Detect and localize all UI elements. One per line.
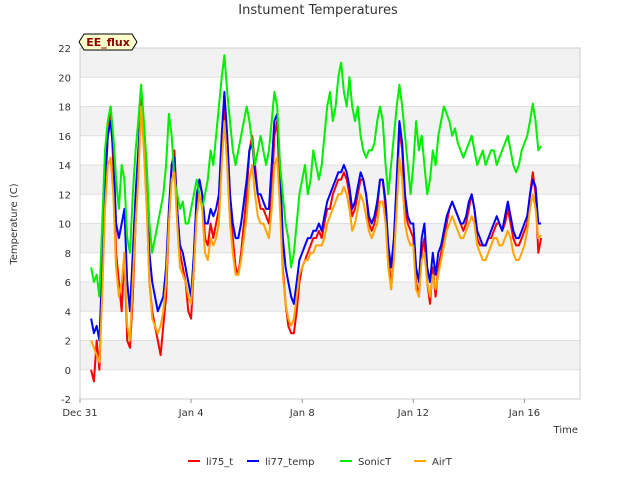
y-tick-label: 0 — [65, 366, 71, 377]
plot-band — [80, 369, 580, 399]
y-tick-label: 22 — [58, 44, 71, 55]
y-tick-label: 16 — [58, 132, 71, 143]
y-axis-label: Temperature (C) — [9, 183, 20, 265]
x-axis-label: Time — [553, 425, 578, 436]
badge-label: EE_flux — [86, 36, 130, 49]
y-tick-label: 20 — [58, 73, 71, 84]
y-tick-label: 12 — [58, 190, 71, 201]
series-line-li75-t — [90, 90, 543, 383]
y-tick-label: 10 — [58, 220, 71, 231]
y-tick-label: 2 — [65, 337, 71, 348]
x-tick-label: Jan 4 — [178, 408, 204, 419]
x-tick-label: Dec 31 — [62, 408, 97, 419]
y-tick-label: -2 — [61, 395, 71, 406]
y-tick-label: 6 — [65, 278, 71, 289]
y-tick-label: 14 — [58, 161, 71, 172]
plot-frame — [79, 47, 581, 400]
plot-band — [80, 135, 580, 165]
legend: li75_t li77_temp SonicT AirT — [188, 457, 453, 468]
chart-title: Instument Temperatures — [238, 3, 398, 18]
plot-band — [80, 106, 580, 136]
y-axis-ticks: -2 0 2 4 6 8 10 12 14 16 18 20 22 — [58, 44, 71, 406]
ee-flux-badge: EE_flux — [78, 33, 138, 51]
plot-band — [80, 340, 580, 370]
series-line-sonict — [90, 54, 542, 298]
x-tick-label: Jan 8 — [289, 408, 315, 419]
legend-label-airt: AirT — [432, 457, 453, 468]
y-tick-label: 4 — [65, 307, 71, 318]
legend-label-li75-t: li75_t — [206, 457, 233, 468]
plot-band — [80, 48, 580, 78]
y-tick-label: 18 — [58, 103, 71, 114]
plot-band — [80, 252, 580, 282]
series-line-airt — [90, 105, 542, 364]
x-axis-ticks: Dec 31 Jan 4 Jan 8 Jan 12 Jan 16 — [62, 399, 540, 419]
legend-label-sonict: SonicT — [358, 457, 392, 468]
x-tick-label: Jan 16 — [508, 408, 540, 419]
y-tick-label: 8 — [65, 249, 71, 260]
series-lines — [90, 54, 543, 383]
x-tick-label: Jan 12 — [397, 408, 429, 419]
plot-band — [80, 165, 580, 195]
legend-label-li77-temp: li77_temp — [265, 457, 314, 468]
